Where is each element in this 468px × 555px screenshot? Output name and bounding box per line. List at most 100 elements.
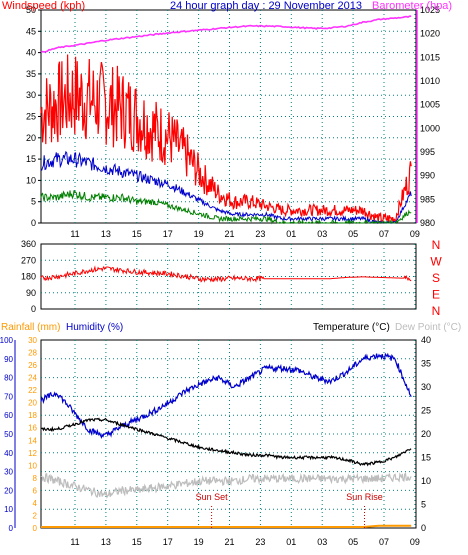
gust-series bbox=[40, 54, 412, 224]
temperature-legend: Temperature (°C) bbox=[313, 322, 390, 333]
dewpoint-legend: Dew Point (°C) bbox=[395, 322, 461, 333]
baro-tick-label: 1010 bbox=[420, 76, 440, 86]
wind-tick-label: 20 bbox=[26, 133, 36, 143]
x-tick-label: 21 bbox=[224, 229, 234, 239]
temp-series bbox=[40, 352, 412, 528]
wind-tick-label: 0 bbox=[31, 218, 36, 228]
wind-grid bbox=[41, 10, 416, 223]
rain-tick-label: 18 bbox=[28, 411, 37, 420]
x-tick-label: 17 bbox=[163, 537, 173, 547]
compass-label: W bbox=[430, 255, 442, 269]
x-tick-label: 13 bbox=[101, 537, 111, 547]
avg-wind-series bbox=[40, 150, 412, 225]
rain-tick-label: 22 bbox=[28, 386, 37, 395]
rainfall-series bbox=[41, 524, 412, 528]
baro-tick-label: 990 bbox=[420, 171, 435, 181]
x-tick-label: 09 bbox=[410, 229, 420, 239]
humidity-tick-label: 60 bbox=[4, 411, 13, 420]
rain-tick-label: 8 bbox=[33, 474, 38, 483]
humidity-tick-label: 100 bbox=[0, 336, 14, 345]
direction-series bbox=[40, 265, 412, 283]
x-tick-label: 11 bbox=[70, 537, 79, 547]
x-tick-label: 07 bbox=[379, 537, 389, 547]
temp-tick-label: 10 bbox=[421, 476, 431, 486]
rain-tick-label: 0 bbox=[33, 524, 38, 533]
temp-tick-label: 0 bbox=[421, 523, 426, 533]
direction-tick-label: 180 bbox=[21, 272, 36, 282]
direction-series bbox=[40, 265, 412, 283]
temp-x-ticks: 11 13 15 17 19 21 23 01 03 05 07 09 bbox=[70, 537, 420, 547]
rain-tick-label: 6 bbox=[33, 486, 38, 495]
x-tick-label: 07 bbox=[379, 229, 389, 239]
humidity-y-ticks: 0 10 20 30 40 50 60 70 80 90 100 bbox=[0, 336, 16, 533]
wind-series bbox=[40, 15, 412, 225]
rain-tick-label: 28 bbox=[28, 349, 37, 358]
temperature-series bbox=[41, 417, 412, 467]
temp-tick-label: 40 bbox=[421, 335, 431, 345]
baro-tick-label: 1005 bbox=[420, 100, 440, 110]
humidity-tick-label: 90 bbox=[4, 355, 13, 364]
sun-annotation-label: Sun Rise bbox=[346, 492, 383, 502]
temp-tick-label: 35 bbox=[421, 359, 431, 369]
wind-x-ticks: 11 13 15 17 19 21 23 01 03 05 07 09 bbox=[70, 229, 420, 239]
direction-tick-label: 270 bbox=[21, 255, 36, 265]
rain-tick-label: 10 bbox=[28, 461, 37, 470]
temp-tick-label: 5 bbox=[421, 500, 426, 510]
baro-tick-label: 985 bbox=[420, 194, 435, 204]
humidity-tick-label: 70 bbox=[4, 392, 13, 401]
baro-axis-label: Barometer (hpa) bbox=[372, 0, 452, 12]
wind-tick-label: 50 bbox=[26, 5, 36, 15]
temp-tick-label: 25 bbox=[421, 406, 431, 416]
x-tick-label: 03 bbox=[317, 229, 327, 239]
x-tick-label: 15 bbox=[132, 537, 142, 547]
direction-tick-label: 90 bbox=[26, 288, 36, 298]
sun-annotation-label: Sun Set bbox=[196, 492, 229, 502]
wind-tick-label: 40 bbox=[26, 48, 36, 58]
rain-tick-label: 2 bbox=[33, 511, 38, 520]
humidity-tick-label: 0 bbox=[9, 524, 14, 533]
rain-tick-label: 24 bbox=[28, 374, 37, 383]
rain-tick-label: 14 bbox=[28, 436, 37, 445]
x-tick-label: 23 bbox=[255, 537, 265, 547]
x-tick-label: 03 bbox=[317, 537, 327, 547]
x-tick-label: 13 bbox=[101, 229, 111, 239]
wind-y-ticks: 0 5 10 15 20 25 30 35 40 45 50 bbox=[26, 5, 41, 228]
compass-label: N bbox=[432, 304, 441, 318]
x-tick-label: 11 bbox=[70, 229, 79, 239]
x-tick-label: 15 bbox=[132, 229, 142, 239]
rain-tick-label: 30 bbox=[28, 336, 37, 345]
baro-tick-label: 980 bbox=[420, 218, 435, 228]
x-tick-label: 01 bbox=[286, 537, 296, 547]
x-tick-label: 09 bbox=[410, 537, 420, 547]
sun-annotations: Sun Set Sun Rise bbox=[196, 492, 383, 528]
temp-tick-label: 20 bbox=[421, 429, 431, 439]
direction-grid bbox=[41, 244, 416, 309]
wind-axis-label: Windspeed (kph) bbox=[2, 0, 85, 12]
x-tick-label: 21 bbox=[224, 537, 234, 547]
rain-tick-label: 26 bbox=[28, 361, 37, 370]
wind-tick-label: 15 bbox=[26, 154, 36, 164]
x-tick-label: 05 bbox=[348, 229, 358, 239]
rain-tick-label: 4 bbox=[33, 499, 38, 508]
wind-tick-label: 10 bbox=[26, 175, 36, 185]
temp-y-ticks: 0 5 10 15 20 25 30 35 40 bbox=[421, 335, 431, 533]
wind-chart-title: 24 hour graph day : 29 November 2013 bbox=[170, 0, 362, 12]
humidity-tick-label: 50 bbox=[4, 430, 13, 439]
compass-label: S bbox=[432, 271, 440, 285]
direction-y-ticks: 0 90 180 270 360 bbox=[21, 239, 36, 314]
direction-tick-label: 0 bbox=[31, 304, 36, 314]
baro-tick-label: 1020 bbox=[420, 29, 440, 39]
baro-tick-label: 1015 bbox=[420, 52, 440, 62]
wind-tick-label: 45 bbox=[26, 26, 36, 36]
rain-tick-label: 16 bbox=[28, 424, 37, 433]
rain-legend: Rainfall (mm) bbox=[1, 322, 60, 333]
barometer-series bbox=[40, 15, 412, 54]
temp-grid bbox=[41, 340, 416, 528]
temp-tick-label: 15 bbox=[421, 453, 431, 463]
